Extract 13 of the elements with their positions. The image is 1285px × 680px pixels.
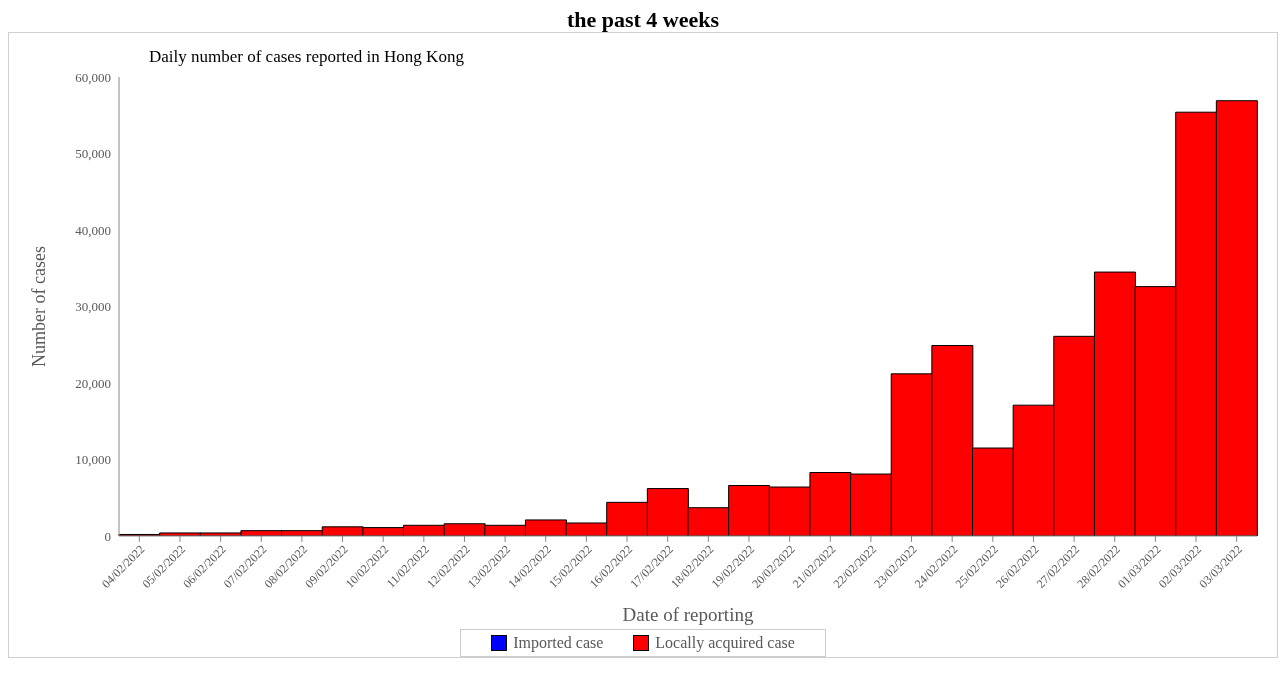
legend-label: Locally acquired case [654,634,795,652]
y-tick-label: 40,000 [75,222,111,238]
y-tick-label: 50,000 [75,146,111,162]
x-axis-title: Date of reporting [622,604,754,625]
y-tick-label: 0 [104,528,111,544]
chart-subtitle: Daily number of cases reported in Hong Kong [149,47,465,67]
y-tick-label: 30,000 [75,299,111,315]
y-tick-label: 10,000 [75,452,111,468]
legend-label: Imported case [512,634,604,652]
y-tick-label: 60,000 [75,69,111,85]
y-tick-label: 20,000 [75,375,111,391]
y-axis-title: Number of cases [29,246,50,367]
chart-title: the past 4 weeks [565,7,721,32]
